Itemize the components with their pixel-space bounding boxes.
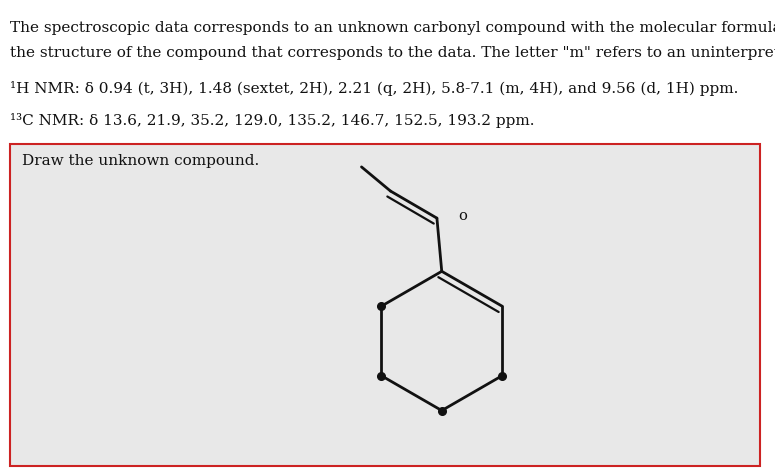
Text: Draw the unknown compound.: Draw the unknown compound. <box>22 154 260 168</box>
Bar <box>10 144 760 466</box>
Text: the structure of the compound that corresponds to the data. The letter "m" refer: the structure of the compound that corre… <box>10 46 775 60</box>
Text: The spectroscopic data corresponds to an unknown carbonyl compound with the mole: The spectroscopic data corresponds to an… <box>10 21 775 35</box>
Text: ¹³C NMR: δ 13.6, 21.9, 35.2, 129.0, 135.2, 146.7, 152.5, 193.2 ppm.: ¹³C NMR: δ 13.6, 21.9, 35.2, 129.0, 135.… <box>10 113 535 128</box>
Text: ¹H NMR: δ 0.94 (t, 3H), 1.48 (sextet, 2H), 2.21 (q, 2H), 5.8-7.1 (m, 4H), and 9.: ¹H NMR: δ 0.94 (t, 3H), 1.48 (sextet, 2H… <box>10 81 739 96</box>
Text: o: o <box>458 209 467 223</box>
